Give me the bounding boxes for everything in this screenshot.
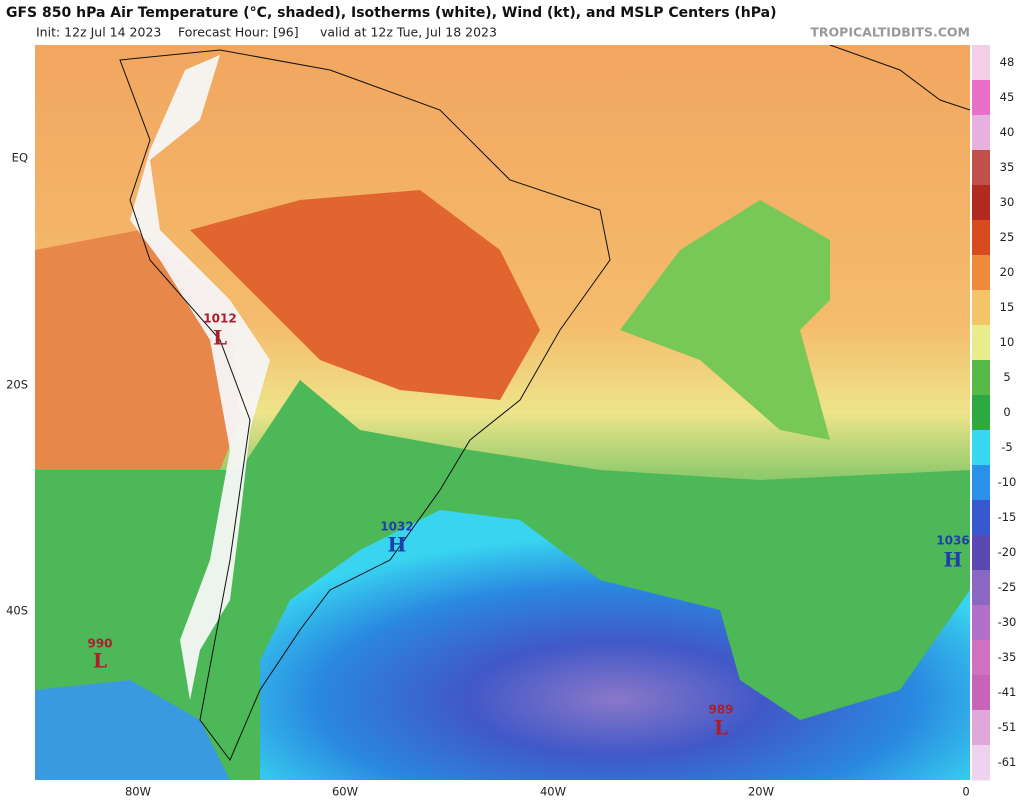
init-time: Init: 12z Jul 14 2023 <box>36 25 161 40</box>
pressure-symbol: H <box>944 548 963 572</box>
colorbar-segment <box>972 360 990 396</box>
colorbar-label: -15 <box>998 510 1017 524</box>
longitude-label: 80W <box>125 785 151 799</box>
colorbar-segment <box>972 115 990 151</box>
colorbar-segment <box>972 710 990 746</box>
colorbar-label: 35 <box>1000 160 1015 174</box>
forecast-hour: Forecast Hour: [96] <box>178 25 299 40</box>
colorbar-segment <box>972 290 990 326</box>
colorbar-segment <box>972 430 990 466</box>
colorbar-label: -5 <box>1001 440 1012 454</box>
colorbar-segment <box>972 570 990 606</box>
colorbar-segment <box>972 325 990 361</box>
colorbar-label: -51 <box>998 720 1017 734</box>
valid-time: valid at 12z Tue, Jul 18 2023 <box>320 25 497 40</box>
colorbar-segment <box>972 500 990 536</box>
pressure-symbol: L <box>213 326 227 350</box>
colorbar-label: -35 <box>998 650 1017 664</box>
map <box>35 45 970 780</box>
site-credit: TROPICALTIDBITS.COM <box>810 25 970 40</box>
latitude-label: 40S <box>6 604 28 618</box>
longitude-label: 0 <box>962 785 969 799</box>
colorbar-segment <box>972 745 990 781</box>
colorbar-label: 10 <box>1000 335 1015 349</box>
pressure-value: 989 <box>708 703 733 717</box>
colorbar-label: -20 <box>998 545 1017 559</box>
colorbar-label: -41 <box>998 685 1017 699</box>
colorbar-label: -61 <box>998 755 1017 769</box>
colorbar-label: 5 <box>1003 370 1010 384</box>
green-patch <box>620 200 830 440</box>
title: GFS 850 hPa Air Temperature (°C, shaded)… <box>6 5 777 21</box>
colorbar-label: -10 <box>998 475 1017 489</box>
pressure-value: 1032 <box>380 520 413 534</box>
pressure-symbol: L <box>93 649 107 673</box>
colorbar-label: 40 <box>1000 125 1015 139</box>
colorbar-label: 0 <box>1003 405 1010 419</box>
colorbar-label: 45 <box>1000 90 1015 104</box>
colorbar-segment <box>972 255 990 291</box>
pressure-symbol: L <box>714 716 728 740</box>
colorbar-segment <box>972 45 990 81</box>
colorbar-segment <box>972 185 990 221</box>
coastline <box>119 49 611 761</box>
cold-pacific <box>35 680 230 780</box>
pressure-centers: 1012 L 990 L 1032 H 1036 H 989 L <box>87 312 969 740</box>
colorbar-segment <box>972 675 990 711</box>
colorbar-segment <box>972 150 990 186</box>
colorbar-segment <box>972 220 990 256</box>
colorbar-segment <box>972 535 990 571</box>
colorbar-segment <box>972 80 990 116</box>
colorbar-label: 30 <box>1000 195 1015 209</box>
longitude-label: 40W <box>540 785 566 799</box>
colorbar-label: 15 <box>1000 300 1015 314</box>
longitude-label: 20W <box>748 785 774 799</box>
longitude-label: 60W <box>332 785 358 799</box>
pressure-value: 1012 <box>203 312 236 326</box>
pressure-value: 990 <box>87 637 112 651</box>
andes <box>130 55 270 700</box>
colorbar-segment <box>972 640 990 676</box>
latitude-label: 20S <box>6 378 28 392</box>
colorbar: 48 45 40 35 30 25 20 15 10 5 0 -5 -10 -15 -20 -25 -30 -35… <box>972 45 1016 781</box>
africa-coast <box>829 45 970 111</box>
latitude-label: EQ <box>12 151 28 165</box>
colorbar-segment <box>972 395 990 431</box>
colorbar-label: 20 <box>1000 265 1015 279</box>
colorbar-segment <box>972 605 990 641</box>
colorbar-label: 25 <box>1000 230 1015 244</box>
warm-interior <box>190 190 540 400</box>
colorbar-label: -25 <box>998 580 1017 594</box>
colorbar-label: -30 <box>998 615 1017 629</box>
pressure-value: 1036 <box>936 534 969 548</box>
cold-water <box>260 510 970 780</box>
pressure-symbol: H <box>388 533 407 557</box>
colorbar-label: 48 <box>1000 55 1015 69</box>
colorbar-segment <box>972 465 990 501</box>
